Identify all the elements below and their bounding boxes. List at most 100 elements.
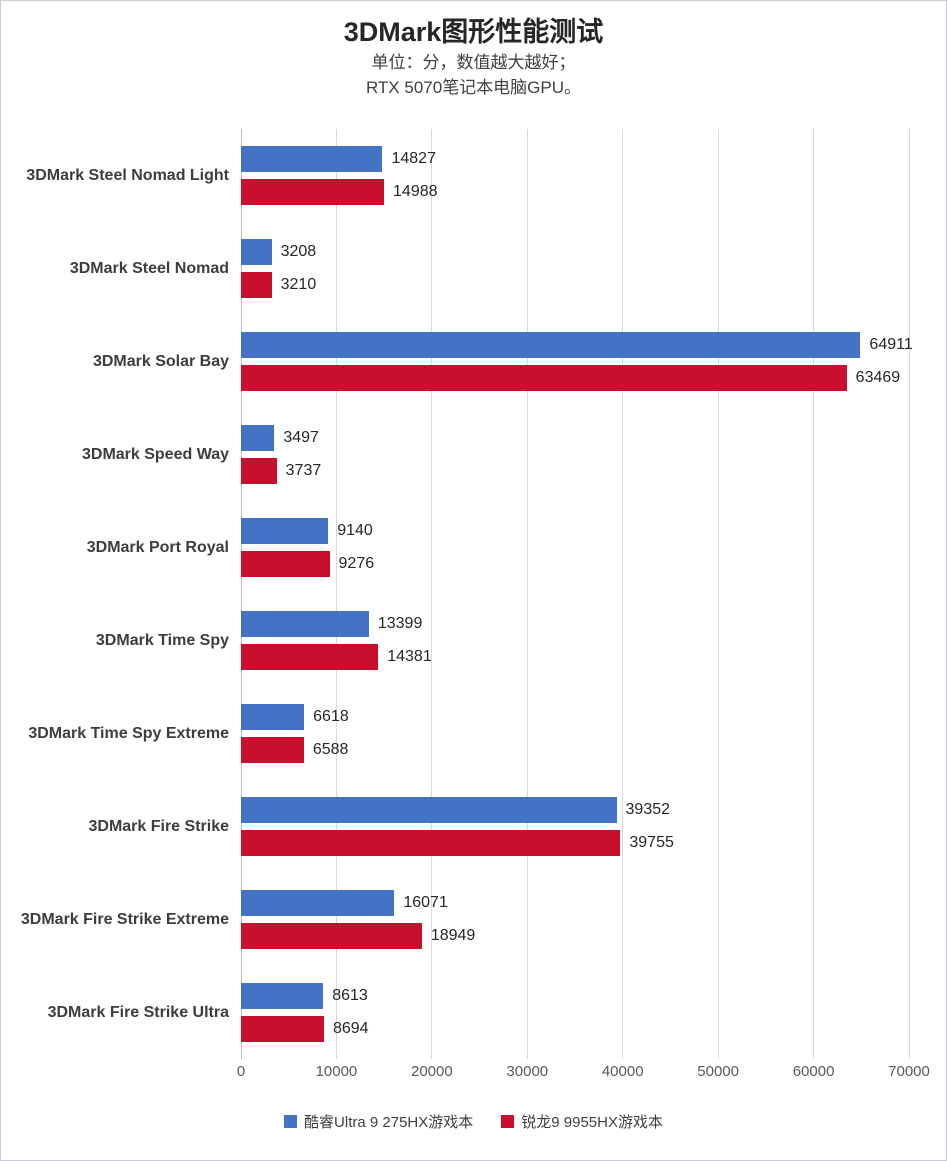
x-tick-label: 40000 (601, 1063, 644, 1080)
category-label: 3DMark Steel Nomad Light (26, 167, 229, 184)
chart-subtitle-line2: RTX 5070笔记本电脑GPU。 (365, 78, 582, 97)
bar-ultra9-275hx (241, 704, 305, 730)
category-label: 3DMark Fire Strike Extreme (20, 911, 229, 928)
bar-value-label: 3210 (280, 276, 317, 293)
category-row: 3DMark Time Spy 13399 14381 (1, 594, 946, 687)
bar-line: 8613 (241, 983, 909, 1009)
bar-ryzen9-9955hx (241, 179, 385, 205)
category-row: 3DMark Fire Strike 39352 39755 (1, 780, 946, 873)
bar-group: 13399 14381 (241, 611, 909, 670)
x-tick-label: 70000 (888, 1063, 930, 1080)
bar-ryzen9-9955hx (241, 365, 847, 391)
gridlines (240, 129, 910, 1059)
x-axis: 0 10000 20000 30000 40000 50000 60000 70000 (237, 1063, 930, 1085)
legend: 酷睿Ultra 9 275HX游戏本 锐龙9 9955HX游戏本 (1, 1111, 946, 1132)
x-tick-label: 20000 (410, 1063, 453, 1080)
bar-group: 14827 14988 (241, 146, 909, 205)
bar-ultra9-275hx (241, 797, 617, 823)
category-row: 3DMark Fire Strike Ultra 8613 8694 (1, 966, 946, 1059)
bar-value-label: 14827 (391, 150, 436, 167)
bar-line: 3208 (241, 239, 909, 265)
bar-value-label: 39352 (625, 801, 671, 818)
bar-group: 39352 39755 (241, 797, 909, 856)
category-row: 3DMark Port Royal 9140 9276 (1, 501, 946, 594)
bar-value-label: 6588 (312, 741, 349, 758)
bar-value-label: 64911 (869, 336, 913, 353)
bar-line: 18949 (241, 923, 909, 949)
bar-value-label: 6618 (313, 708, 349, 725)
legend-swatch-ultra9-275hx (284, 1115, 298, 1128)
x-tick-label: 10000 (315, 1063, 358, 1080)
bar-value-label: 13399 (377, 615, 423, 632)
x-tick-label: 50000 (697, 1063, 739, 1080)
bar-value-label: 14988 (393, 183, 438, 200)
bar-value-label: 3737 (285, 462, 322, 479)
bar-line: 3737 (241, 458, 909, 484)
bar-group: 64911 63469 (241, 332, 913, 391)
category-row: 3DMark Speed Way 3497 3737 (1, 408, 946, 501)
bar-line: 6618 (241, 704, 909, 730)
bar-ryzen9-9955hx (241, 272, 272, 298)
gridline (335, 129, 337, 1059)
bar-value-label: 3497 (283, 429, 319, 446)
bar-value-label: 63469 (855, 369, 901, 386)
bar-group: 8613 8694 (241, 983, 909, 1042)
bar-group: 16071 18949 (241, 890, 909, 949)
bar-group: 9140 9276 (241, 518, 909, 577)
bar-value-label: 9140 (337, 522, 373, 539)
category-label: 3DMark Time Spy Extreme (28, 725, 229, 742)
bar-ryzen9-9955hx (241, 644, 379, 670)
bar-value-label: 39755 (629, 834, 674, 851)
gridline (908, 129, 910, 1059)
bar-ultra9-275hx (241, 146, 383, 172)
category-label: 3DMark Port Royal (86, 539, 229, 556)
bar-line: 39352 (241, 797, 909, 823)
category-label: 3DMark Steel Nomad (69, 260, 229, 277)
category-label: 3DMark Speed Way (81, 446, 229, 463)
chart-rows: 3DMark Steel Nomad Light 14827 14988 3DMark… (1, 129, 946, 1059)
bar-line: 13399 (241, 611, 909, 637)
bar-line: 14381 (241, 644, 909, 670)
bar-ryzen9-9955hx (241, 923, 422, 949)
category-row: 3DMark Time Spy Extreme 6618 6588 (1, 687, 946, 780)
bar-line: 3497 (241, 425, 909, 451)
bar-ultra9-275hx (241, 518, 329, 544)
bar-ultra9-275hx (241, 890, 395, 916)
y-axis-line (240, 129, 242, 1059)
x-tick-label: 0 (236, 1063, 246, 1080)
gridline (526, 129, 528, 1059)
bar-group: 6618 6588 (241, 704, 909, 763)
bar-line: 3210 (241, 272, 909, 298)
bar-group: 3497 3737 (241, 425, 909, 484)
bar-ryzen9-9955hx (241, 1016, 324, 1042)
x-tick-label: 30000 (506, 1063, 549, 1080)
bar-value-label: 8613 (332, 987, 368, 1004)
bar-value-label: 8694 (332, 1020, 369, 1037)
bar-line: 39755 (241, 830, 909, 856)
category-row: 3DMark Fire Strike Extreme 16071 18949 (1, 873, 946, 966)
category-label: 3DMark Fire Strike (88, 818, 229, 835)
gridline (622, 129, 624, 1059)
legend-label: 酷睿Ultra 9 275HX游戏本 (304, 1114, 474, 1131)
bar-line: 8694 (241, 1016, 909, 1042)
chart-title: 3DMark图形性能测试 (343, 17, 604, 47)
category-label: 3DMark Time Spy (95, 632, 229, 649)
category-label: 3DMark Fire Strike Ultra (47, 1004, 229, 1021)
bar-ultra9-275hx (241, 611, 369, 637)
bar-value-label: 3208 (280, 243, 317, 260)
gridline (717, 129, 719, 1059)
bar-line: 14827 (241, 146, 909, 172)
legend-label: 锐龙9 9955HX游戏本 (521, 1114, 663, 1131)
bar-ultra9-275hx (241, 425, 275, 451)
bar-line: 9276 (241, 551, 909, 577)
bar-group: 3208 3210 (241, 239, 909, 298)
legend-item: 锐龙9 9955HX游戏本 (501, 1111, 663, 1132)
category-row: 3DMark Solar Bay 64911 63469 (1, 315, 946, 408)
chart-subtitle-line1: 单位：分，数值越大越好； (371, 53, 576, 72)
bar-line: 9140 (241, 518, 909, 544)
category-label: 3DMark Solar Bay (92, 353, 229, 370)
legend-item: 酷睿Ultra 9 275HX游戏本 (284, 1111, 473, 1132)
bar-ultra9-275hx (241, 332, 861, 358)
bar-value-label: 9276 (338, 555, 375, 572)
